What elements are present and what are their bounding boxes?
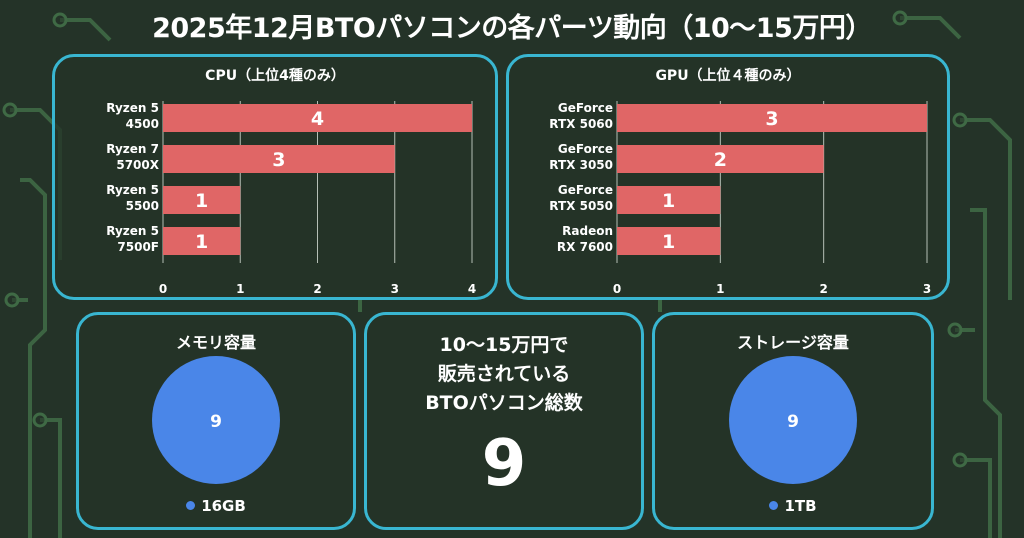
gpu-chart-panel: GPU（上位４種のみ） 0 1 2 3 3 GeForce RTX 5060 2 GeForce… [506, 54, 950, 300]
memory-pie-panel: メモリ容量 9 16GB [76, 312, 356, 530]
cpu-tick-label: 2 [313, 282, 321, 296]
cpu-category-label: Ryzen 5 [106, 101, 159, 115]
legend-swatch [769, 501, 779, 510]
cpu-category-label: Ryzen 7 [106, 142, 159, 156]
cpu-tick-label: 4 [468, 282, 476, 296]
page-title: 2025年12月BTOパソコンの各パーツ動向（10〜15万円） [152, 13, 872, 44]
gpu-category-label: GeForce [558, 142, 613, 156]
cpu-category-label: 5500 [126, 199, 159, 213]
gpu-bar-value-label: 1 [662, 231, 675, 253]
cpu-bar [163, 104, 472, 132]
storage-pie-panel: ストレージ容量 9 1TB [652, 312, 934, 530]
storage-legend-label: 1TB [784, 497, 817, 515]
gpu-tick-label: 3 [923, 282, 931, 296]
cpu-category-label: 7500F [117, 240, 159, 254]
cpu-bar [163, 227, 241, 255]
total-count-panel: 10〜15万円で 販売されている BTOパソコン総数 9 [364, 312, 644, 530]
cpu-bar-value-label: 1 [195, 231, 208, 253]
cpu-bar-value-label: 4 [311, 108, 324, 130]
gpu-category-label: GeForce [558, 101, 613, 115]
memory-pie-title: メモリ容量 [175, 333, 256, 352]
storage-pie-slice-1tb [729, 356, 857, 484]
memory-pie-chart: 9 [152, 356, 280, 484]
cpu-bar-value-label: 1 [195, 190, 208, 212]
gpu-tick-label: 1 [716, 282, 724, 296]
gpu-tick-label: 0 [613, 282, 621, 296]
cpu-chart-panel: CPU（上位4種のみ） 0 1 2 3 4 4 Ryzen 5 4500 3 Ryzen 7 570… [52, 54, 498, 300]
gpu-category-label: RTX 5050 [549, 199, 613, 213]
memory-legend-label: 16GB [201, 497, 246, 515]
memory-pie-slice-label: 9 [210, 412, 222, 432]
cpu-bar [163, 186, 241, 214]
gpu-tick-label: 2 [819, 282, 827, 296]
cpu-tick-label: 3 [391, 282, 399, 296]
storage-pie-chart: 9 [729, 356, 857, 484]
memory-pie-slice-16gb [152, 356, 280, 484]
gpu-bar [617, 227, 721, 255]
gpu-bar [617, 186, 721, 214]
cpu-category-label: Ryzen 5 [106, 183, 159, 197]
gpu-bar-value-label: 1 [662, 190, 675, 212]
cpu-bar [163, 145, 395, 173]
total-count-value: 9 [481, 427, 527, 501]
gpu-bar-value-label: 2 [714, 149, 727, 171]
gpu-bar [617, 104, 927, 132]
memory-pie-legend: 16GB [79, 497, 353, 515]
storage-pie-title: ストレージ容量 [737, 333, 849, 352]
cpu-category-label: 5700X [116, 158, 159, 172]
cpu-tick-label: 1 [236, 282, 244, 296]
cpu-chart-title: CPU（上位4種のみ） [205, 68, 345, 84]
cpu-bar-chart: 0 1 2 3 4 4 Ryzen 5 4500 3 Ryzen 7 5700X 1 Ryzen 5 55… [106, 101, 476, 296]
storage-pie-legend: 1TB [655, 497, 931, 515]
gpu-category-label: RTX 5060 [549, 117, 613, 131]
cpu-tick-label: 0 [159, 282, 167, 296]
cpu-category-label: 4500 [126, 117, 159, 131]
gpu-bar [617, 145, 824, 173]
storage-pie-slice-label: 9 [787, 412, 799, 432]
total-count-label: 10〜15万円で 販売されている BTOパソコン総数 [425, 334, 583, 414]
legend-swatch [186, 501, 196, 510]
gpu-bar-chart: 0 1 2 3 3 GeForce RTX 5060 2 GeForce RTX 3050 1 GeF… [549, 101, 931, 296]
gpu-bar-value-label: 3 [765, 108, 778, 130]
gpu-category-label: Radeon [562, 224, 613, 238]
gpu-chart-title: GPU（上位４種のみ） [655, 68, 801, 84]
gpu-category-label: GeForce [558, 183, 613, 197]
gpu-category-label: RX 7600 [557, 240, 613, 254]
cpu-category-label: Ryzen 5 [106, 224, 159, 238]
cpu-bar-value-label: 3 [272, 149, 285, 171]
gpu-category-label: RTX 3050 [549, 158, 613, 172]
